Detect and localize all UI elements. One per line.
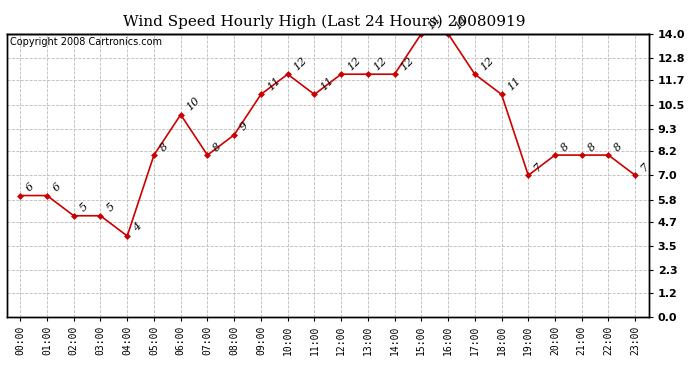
Text: 12: 12 bbox=[479, 55, 496, 72]
Text: 10: 10 bbox=[185, 95, 202, 112]
Text: 12: 12 bbox=[292, 55, 309, 72]
Text: 7: 7 bbox=[640, 161, 651, 173]
Text: 11: 11 bbox=[506, 75, 523, 92]
Text: 12: 12 bbox=[399, 55, 416, 72]
Text: 14: 14 bbox=[452, 14, 469, 32]
Text: 11: 11 bbox=[265, 75, 282, 92]
Text: 4: 4 bbox=[131, 222, 144, 234]
Text: 8: 8 bbox=[559, 141, 571, 153]
Text: 11: 11 bbox=[319, 75, 336, 92]
Text: 8: 8 bbox=[613, 141, 624, 153]
Text: 12: 12 bbox=[372, 55, 389, 72]
Text: 5: 5 bbox=[78, 201, 90, 214]
Text: 8: 8 bbox=[212, 141, 224, 153]
Text: 14: 14 bbox=[426, 14, 443, 32]
Text: 8: 8 bbox=[586, 141, 598, 153]
Text: Copyright 2008 Cartronics.com: Copyright 2008 Cartronics.com bbox=[10, 37, 162, 46]
Text: 6: 6 bbox=[24, 181, 37, 194]
Text: Wind Speed Hourly High (Last 24 Hours) 20080919: Wind Speed Hourly High (Last 24 Hours) 2… bbox=[123, 15, 526, 29]
Text: 12: 12 bbox=[345, 55, 362, 72]
Text: 7: 7 bbox=[533, 161, 544, 173]
Text: 5: 5 bbox=[105, 201, 117, 214]
Text: 8: 8 bbox=[158, 141, 170, 153]
Text: 6: 6 bbox=[51, 181, 63, 194]
Text: 9: 9 bbox=[238, 121, 250, 133]
